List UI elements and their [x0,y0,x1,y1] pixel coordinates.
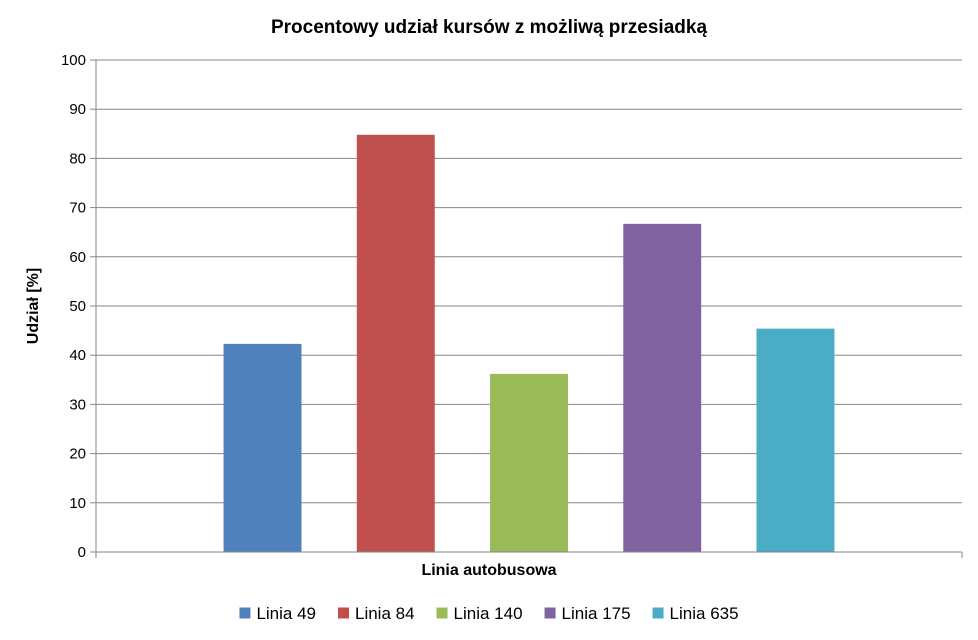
x-axis-title: Linia autobusowa [421,562,556,579]
bar-linia-175 [623,223,702,552]
legend-swatch [544,607,556,619]
legend-swatch [337,607,349,619]
legend-label: Linia 175 [562,604,631,623]
legend-swatch [239,607,251,619]
y-tick-label: 60 [69,249,86,266]
y-axis-title: Udział [%] [25,268,42,344]
y-tick-label: 100 [61,52,86,69]
legend-label: Linia 140 [454,604,523,623]
axes: 0 10 20 30 40 50 60 70 80 90 100 [61,52,963,561]
legend-swatch [436,607,448,619]
legend-label: Linia 49 [256,604,316,623]
legend-label: Linia 635 [670,604,739,623]
chart-title: Procentowy udział kursów z możliwą przes… [271,17,707,38]
bar-linia-635 [756,328,835,552]
bar-linia-49 [223,343,302,552]
y-tick-label: 90 [69,101,86,118]
y-tick-label: 70 [69,200,86,217]
y-tick-label: 0 [78,544,86,561]
legend: Linia 49 Linia 84 Linia 140 Linia 175 Linia … [239,604,739,623]
legend-label: Linia 84 [355,604,415,623]
bars [223,134,835,552]
y-tick-label: 30 [69,396,86,413]
y-tick-label: 50 [69,298,86,315]
bar-linia-84 [356,134,435,552]
y-tick-label: 20 [69,446,86,463]
y-tick-label: 10 [69,495,86,512]
y-tick-label: 40 [69,347,86,364]
y-tick-label: 80 [69,150,86,167]
bar-linia-140 [490,373,568,552]
legend-swatch [652,607,664,619]
